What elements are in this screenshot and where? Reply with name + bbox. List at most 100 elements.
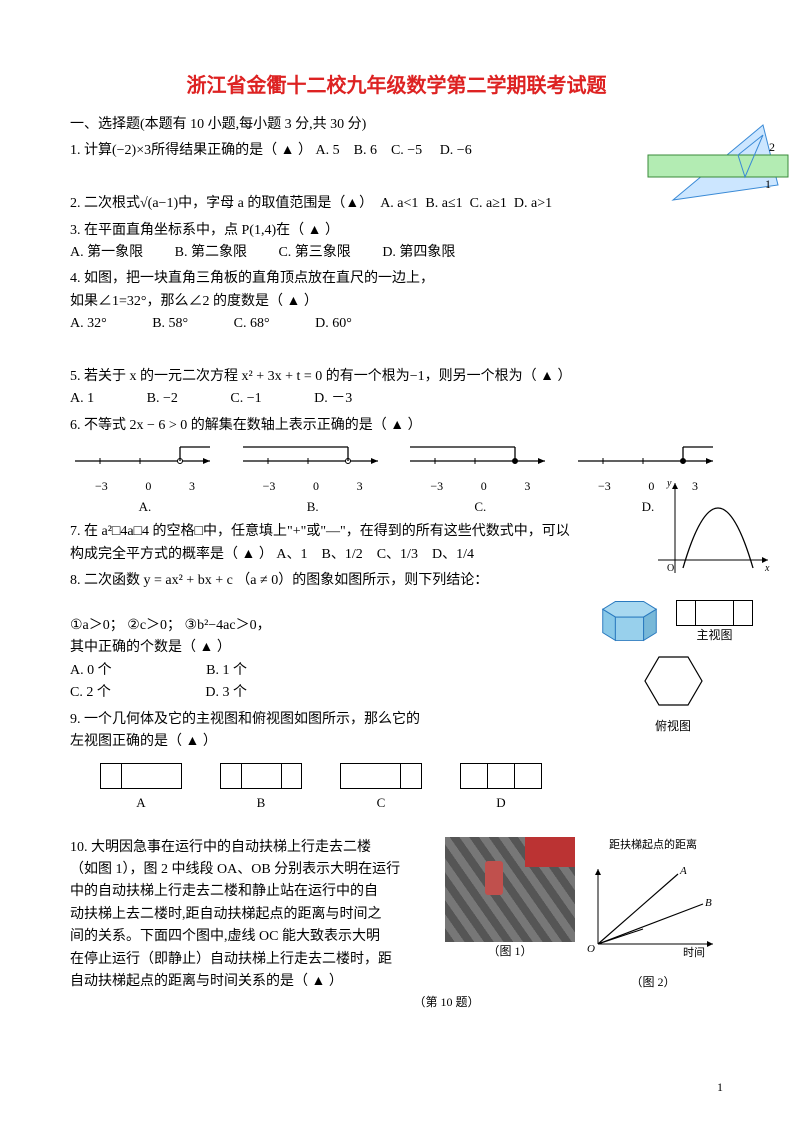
nl-tick: 3 bbox=[189, 477, 195, 496]
q10-line7: 自动扶梯起点的距离与时间关系的是（ ▲ ） bbox=[70, 971, 437, 993]
q8-line1: 8. 二次函数 y = ax² + bx + c （a ≠ 0）的图象如图所示，… bbox=[70, 570, 560, 592]
svg-text:x: x bbox=[764, 563, 770, 574]
nl-tick: 0 bbox=[481, 477, 487, 496]
q10-lbl-a: A bbox=[679, 865, 687, 877]
q4-line2: 如果∠1=32°，那么∠2 的度数是（ ▲ ） bbox=[70, 291, 723, 313]
q1-opt-d: D. −6 bbox=[440, 143, 472, 158]
q10-fig2-label: （图 2） bbox=[583, 973, 723, 992]
q5-opt-b: B. −2 bbox=[147, 391, 178, 406]
q2-opt-a: A. a<1 bbox=[380, 196, 418, 211]
q1-opt-b: B. 6 bbox=[354, 143, 377, 158]
q4-line1: 4. 如图，把一块直角三角板的直角顶点放在直尺的一边上， bbox=[70, 268, 723, 290]
number-line-a: −3 0 3 A. bbox=[70, 441, 220, 517]
question-3: 3. 在平面直角坐标系中，点 P(1,4)在（ ▲ ） A. 第一象限 B. 第… bbox=[70, 220, 723, 265]
top-view-label: 俯视图 bbox=[593, 717, 753, 736]
q6-opt-c: C. bbox=[405, 497, 555, 518]
q2-opt-d: D. a>1 bbox=[514, 196, 552, 211]
q2-opt-b: B. a≤1 bbox=[425, 196, 462, 211]
q3-text: 3. 在平面直角坐标系中，点 P(1,4)在（ ▲ ） bbox=[70, 220, 723, 242]
nl-tick: 0 bbox=[145, 477, 151, 496]
q9-lbl-d: D bbox=[460, 793, 542, 814]
q9-line1: 9. 一个几何体及它的主视图和俯视图如图所示，那么它的 bbox=[70, 709, 510, 731]
q10-lbl-o: O bbox=[587, 943, 595, 955]
q10-line5: 间的关系。下面四个图中,虚线 OC 能大致表示大明 bbox=[70, 926, 437, 948]
q6-number-lines: −303 A. −303 B. −303 bbox=[70, 441, 723, 517]
q8-opt-d: D. 3 个 bbox=[205, 685, 247, 700]
q5-text: 5. 若关于 x 的一元二次方程 x² + 3x + t = 0 的有一个根为−… bbox=[70, 366, 723, 388]
nl-tick: 0 bbox=[313, 477, 319, 496]
nl-tick: −3 bbox=[263, 477, 276, 496]
nl-tick: 3 bbox=[357, 477, 363, 496]
q10-graph: A B O 时间 bbox=[583, 854, 723, 964]
q4-angle-2-label: 2 bbox=[769, 140, 775, 154]
page-title: 浙江省金衢十二校九年级数学第二学期联考试题 bbox=[70, 70, 723, 102]
q1-text: 1. 计算(−2)×3所得结果正确的是（ ▲ ） bbox=[70, 143, 312, 158]
escalator-photo bbox=[445, 837, 575, 942]
nl-tick: −3 bbox=[430, 477, 443, 496]
q9-box-c bbox=[340, 763, 422, 789]
nl-tick: 3 bbox=[524, 477, 530, 496]
q3-opt-a: A. 第一象限 bbox=[70, 245, 143, 260]
number-line-b: −303 B. bbox=[238, 441, 388, 517]
q8-line3: 其中正确的个数是（ ▲ ） bbox=[70, 637, 560, 659]
q10-line4: 动扶梯上去二楼时,距自动扶梯起点的距离与时间之 bbox=[70, 904, 437, 926]
q9-lbl-a: A bbox=[100, 793, 182, 814]
question-10: 10. 大明因急事在运行中的自动扶梯上行走去二楼 （如图 1），图 2 中线段 … bbox=[70, 837, 723, 994]
q7-opt-d: D、1/4 bbox=[432, 547, 474, 562]
question-1: 1. 计算(−2)×3所得结果正确的是（ ▲ ） A. 5 B. 6 C. −5… bbox=[70, 140, 723, 162]
q9-options bbox=[100, 763, 723, 789]
q1-opt-c: C. −5 bbox=[391, 143, 422, 158]
q4-opt-b: B. 58° bbox=[152, 316, 188, 331]
q2-text: 2. 二次根式√(a−1)中，字母 a 的取值范围是（▲） bbox=[70, 196, 373, 211]
question-8: 8. 二次函数 y = ax² + bx + c （a ≠ 0）的图象如图所示，… bbox=[70, 570, 560, 704]
q8-parabola: x y O bbox=[653, 478, 773, 578]
q10-figure-1: （图 1） bbox=[445, 837, 575, 994]
svg-text:O: O bbox=[667, 563, 674, 574]
hexagon-icon bbox=[641, 653, 706, 709]
q10-num-label: （第 10 题） bbox=[170, 993, 723, 1012]
q6-text: 6. 不等式 2x − 6 > 0 的解集在数轴上表示正确的是（ ▲ ） bbox=[70, 415, 723, 437]
q5-opt-c: C. −1 bbox=[230, 391, 261, 406]
q4-figure: 2 1 bbox=[643, 115, 793, 205]
q9-line2: 左视图正确的是（ ▲ ） bbox=[70, 731, 510, 753]
q4-opt-c: C. 68° bbox=[234, 316, 270, 331]
q9-box-d bbox=[460, 763, 542, 789]
q1-opt-a: A. 5 bbox=[315, 143, 339, 158]
q9-option-labels: A B C D bbox=[100, 793, 723, 814]
q8-line2: ①a＞0； ②c＞0； ③b²−4ac＞0， bbox=[70, 615, 560, 637]
question-5: 5. 若关于 x 的一元二次方程 x² + 3x + t = 0 的有一个根为−… bbox=[70, 366, 723, 411]
q10-line3: 中的自动扶梯上行走去二楼和静止站在运行中的自 bbox=[70, 881, 437, 903]
q8-opt-b: B. 1 个 bbox=[206, 663, 247, 678]
q4-opt-d: D. 60° bbox=[315, 316, 352, 331]
q9-lbl-c: C bbox=[340, 793, 422, 814]
q10-ylabel: 距扶梯起点的距离 bbox=[583, 837, 723, 855]
q8-opt-a: A. 0 个 bbox=[70, 663, 112, 678]
q9-box-a bbox=[100, 763, 182, 789]
nl-tick: −3 bbox=[95, 477, 108, 496]
q8-opt-c: C. 2 个 bbox=[70, 685, 111, 700]
q9-lbl-b: B bbox=[220, 793, 302, 814]
question-6: 6. 不等式 2x − 6 > 0 的解集在数轴上表示正确的是（ ▲ ） −3 0… bbox=[70, 415, 723, 518]
q4-opt-a: A. 32° bbox=[70, 316, 107, 331]
q10-line6: 在停止运行（即静止）自动扶梯上行走去二楼时，距 bbox=[70, 949, 437, 971]
section-1-heading: 一、选择题(本题有 10 小题,每小题 3 分,共 30 分) bbox=[70, 114, 723, 136]
page-number: 1 bbox=[717, 1078, 723, 1097]
q10-fig1-label: （图 1） bbox=[445, 942, 575, 961]
q7-opt-a: A、1 bbox=[276, 547, 307, 562]
q9-views: 主视图 俯视图 bbox=[593, 595, 753, 737]
q9-box-b bbox=[220, 763, 302, 789]
q7-line1: 7. 在 a²□4a□4 的空格□中，任意填上"+"或"—"，在得到的所有这些代… bbox=[70, 524, 570, 539]
question-4: 4. 如图，把一块直角三角板的直角顶点放在直尺的一边上， 如果∠1=32°，那么… bbox=[70, 268, 723, 335]
q4-angle-1-label: 1 bbox=[765, 177, 771, 191]
svg-text:y: y bbox=[666, 478, 672, 489]
q2-opt-c: C. a≥1 bbox=[470, 196, 507, 211]
q6-opt-a: A. bbox=[70, 497, 220, 518]
q10-lbl-b: B bbox=[705, 897, 712, 909]
nl-tick: −3 bbox=[598, 477, 611, 496]
q7-line2: 构成完全平方式的概率是（ ▲ ） bbox=[70, 547, 273, 562]
q5-opt-d: D. －3 bbox=[314, 391, 352, 406]
number-line-c: −3 0 3 C. bbox=[405, 441, 555, 517]
q3-opt-b: B. 第二象限 bbox=[175, 245, 247, 260]
question-9: 9. 一个几何体及它的主视图和俯视图如图所示，那么它的 左视图正确的是（ ▲ ） bbox=[70, 709, 510, 754]
q7-opt-b: B、1/2 bbox=[321, 547, 362, 562]
